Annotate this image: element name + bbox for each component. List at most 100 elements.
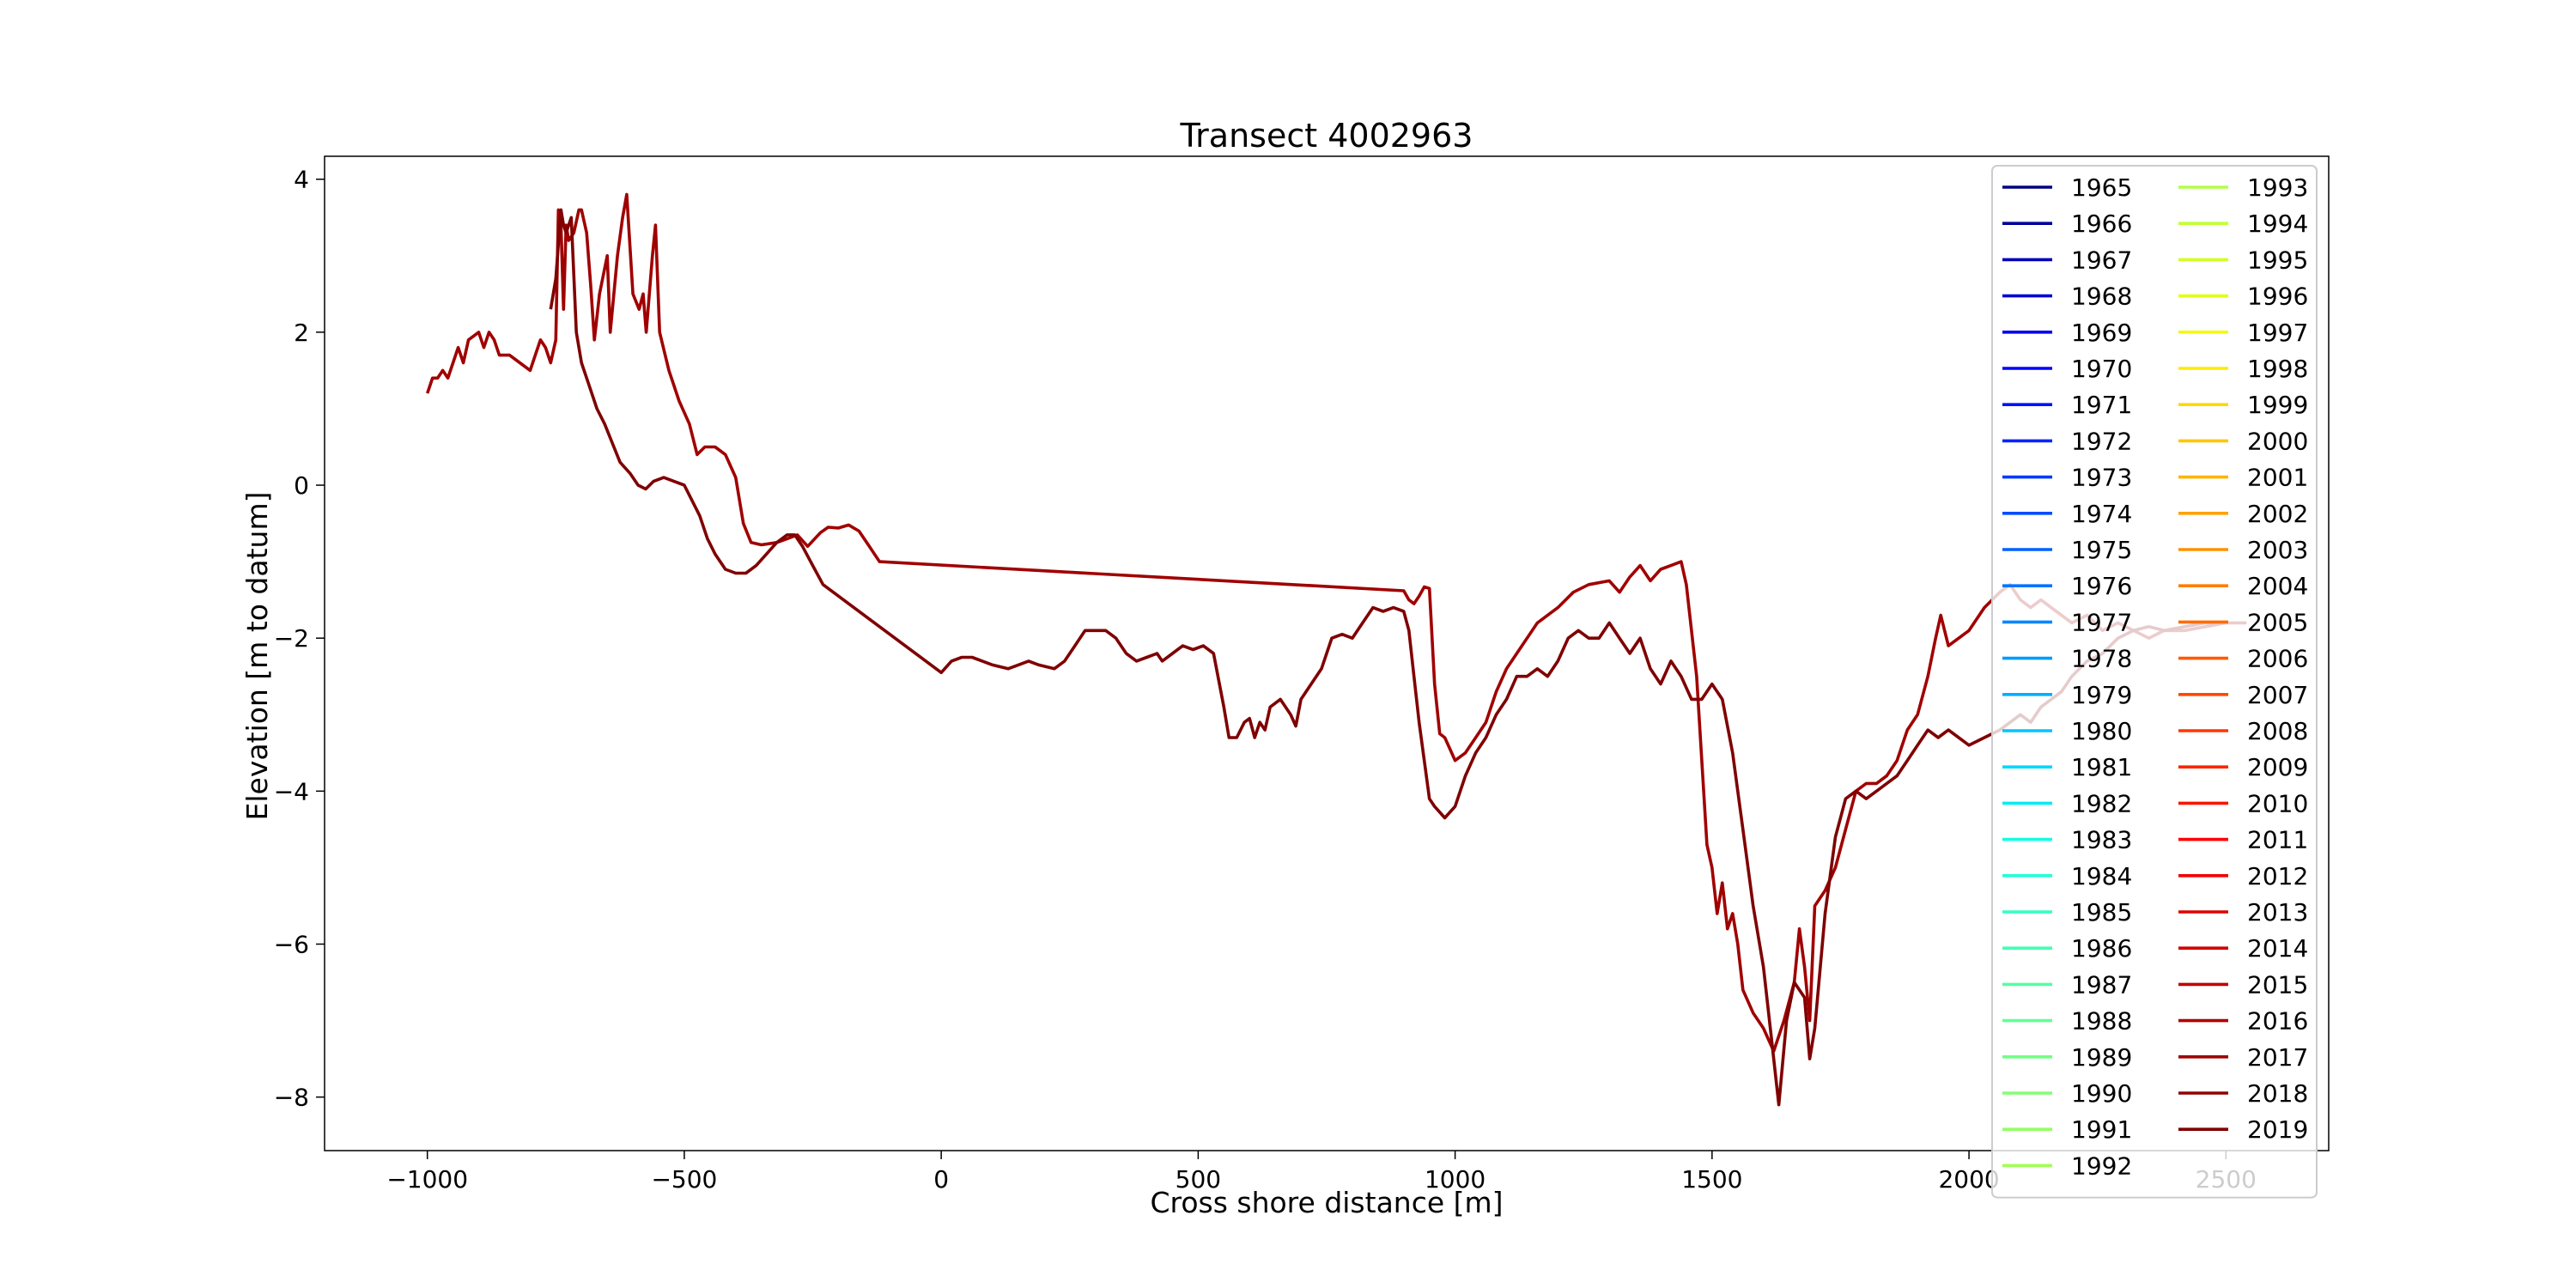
legend-item-2000: 2000 [2178, 427, 2308, 455]
legend-label: 2012 [2247, 862, 2308, 890]
legend: 1965 1966 1967 1968 1969 1970 1971 1972 1973 1974… [1991, 165, 2318, 1199]
legend-item-2014: 2014 [2178, 934, 2308, 963]
legend-label: 1976 [2071, 572, 2132, 600]
legend-label: 1969 [2071, 319, 2132, 347]
legend-item-1976: 1976 [2002, 572, 2132, 600]
legend-item-2009: 2009 [2178, 753, 2308, 781]
legend-label: 1980 [2071, 717, 2132, 745]
legend-label: 1986 [2071, 934, 2132, 963]
legend-item-2017: 2017 [2178, 1043, 2308, 1072]
legend-item-1972: 1972 [2002, 427, 2132, 455]
legend-item-2007: 2007 [2178, 681, 2308, 709]
legend-label: 1978 [2071, 645, 2132, 673]
legend-label: 2003 [2247, 536, 2308, 564]
legend-label: 2004 [2247, 572, 2308, 600]
series-line-2 [549, 208, 2227, 1107]
legend-label: 1981 [2071, 753, 2132, 781]
legend-label: 1970 [2071, 355, 2132, 383]
legend-item-2013: 2013 [2178, 898, 2308, 927]
legend-label: 1979 [2071, 681, 2132, 709]
x-tick-label: −1000 [386, 1165, 468, 1194]
x-tick-label: 2000 [1938, 1165, 1999, 1194]
legend-item-1970: 1970 [2002, 355, 2132, 383]
legend-item-1995: 1995 [2178, 246, 2308, 274]
legend-item-2001: 2001 [2178, 464, 2308, 492]
legend-label: 1975 [2071, 536, 2132, 564]
series-line-1 [425, 192, 2247, 1053]
legend-item-2002: 2002 [2178, 500, 2308, 528]
legend-label: 2001 [2247, 464, 2308, 492]
legend-label: 1985 [2071, 898, 2132, 927]
legend-item-2004: 2004 [2178, 572, 2308, 600]
legend-label: 1987 [2071, 970, 2132, 999]
legend-label: 2010 [2247, 789, 2308, 817]
legend-item-1982: 1982 [2002, 789, 2132, 817]
y-axis-label: Elevation [m to datum] [240, 492, 274, 821]
legend-label: 1968 [2071, 283, 2132, 311]
legend-label: 1996 [2247, 283, 2308, 311]
legend-item-1969: 1969 [2002, 319, 2132, 347]
y-tick-label: 2 [294, 319, 309, 347]
axes-frame [324, 155, 2330, 1151]
legend-label: 1966 [2071, 210, 2132, 238]
legend-item-1974: 1974 [2002, 500, 2132, 528]
legend-label: 1967 [2071, 246, 2132, 274]
legend-label: 1971 [2071, 391, 2132, 419]
legend-label: 1999 [2247, 391, 2308, 419]
legend-item-1965: 1965 [2002, 173, 2132, 202]
legend-label: 2005 [2247, 608, 2308, 636]
legend-item-1986: 1986 [2002, 934, 2132, 963]
legend-item-1998: 1998 [2178, 355, 2308, 383]
legend-item-1988: 1988 [2002, 1007, 2132, 1036]
legend-item-1973: 1973 [2002, 464, 2132, 492]
y-tick-label: −6 [274, 930, 309, 958]
legend-item-1994: 1994 [2178, 210, 2308, 238]
legend-label: 2013 [2247, 898, 2308, 927]
legend-item-1990: 1990 [2002, 1079, 2132, 1108]
legend-label: 2007 [2247, 681, 2308, 709]
legend-item-2006: 2006 [2178, 645, 2308, 673]
y-tick-label: −4 [274, 777, 309, 805]
legend-label: 2002 [2247, 500, 2308, 528]
legend-item-1979: 1979 [2002, 681, 2132, 709]
legend-item-1999: 1999 [2178, 391, 2308, 419]
legend-item-1989: 1989 [2002, 1043, 2132, 1072]
legend-box [1991, 165, 2318, 1199]
x-tick-label: 1500 [1681, 1165, 1742, 1194]
legend-label: 1998 [2247, 355, 2308, 383]
legend-label: 1982 [2071, 789, 2132, 817]
legend-label: 2000 [2247, 427, 2308, 455]
y-tick-label: −2 [274, 624, 309, 653]
legend-label: 2016 [2247, 1007, 2308, 1036]
legend-item-2019: 2019 [2178, 1115, 2308, 1144]
legend-item-1992: 1992 [2002, 1151, 2132, 1180]
legend-label: 2019 [2247, 1115, 2308, 1144]
legend-item-2018: 2018 [2178, 1079, 2308, 1108]
legend-label: 1993 [2247, 173, 2308, 202]
legend-item-1981: 1981 [2002, 753, 2132, 781]
plot-area: −1000−50005001000150020002500420−2−4−6−8… [274, 155, 2330, 1199]
x-tick-label: −500 [651, 1165, 717, 1194]
legend-label: 1994 [2247, 210, 2308, 238]
legend-label: 1974 [2071, 500, 2132, 528]
legend-item-1967: 1967 [2002, 246, 2132, 274]
legend-label: 2011 [2247, 826, 2308, 854]
legend-label: 2014 [2247, 934, 2308, 963]
chart-title: Transect 4002963 [1180, 117, 1473, 155]
legend-label: 2015 [2247, 970, 2308, 999]
legend-label: 2008 [2247, 717, 2308, 745]
y-tick-label: −8 [274, 1084, 309, 1112]
y-tick-label: 4 [294, 166, 309, 194]
legend-label: 1991 [2071, 1115, 2132, 1144]
legend-item-1993: 1993 [2178, 173, 2308, 202]
legend-label: 2017 [2247, 1043, 2308, 1072]
legend-item-1997: 1997 [2178, 319, 2308, 347]
legend-item-2005: 2005 [2178, 608, 2308, 636]
legend-label: 1984 [2071, 862, 2132, 890]
legend-label: 1988 [2071, 1007, 2132, 1036]
legend-item-1991: 1991 [2002, 1115, 2132, 1144]
legend-item-1975: 1975 [2002, 536, 2132, 564]
legend-item-1968: 1968 [2002, 283, 2132, 311]
legend-label: 1983 [2071, 826, 2132, 854]
